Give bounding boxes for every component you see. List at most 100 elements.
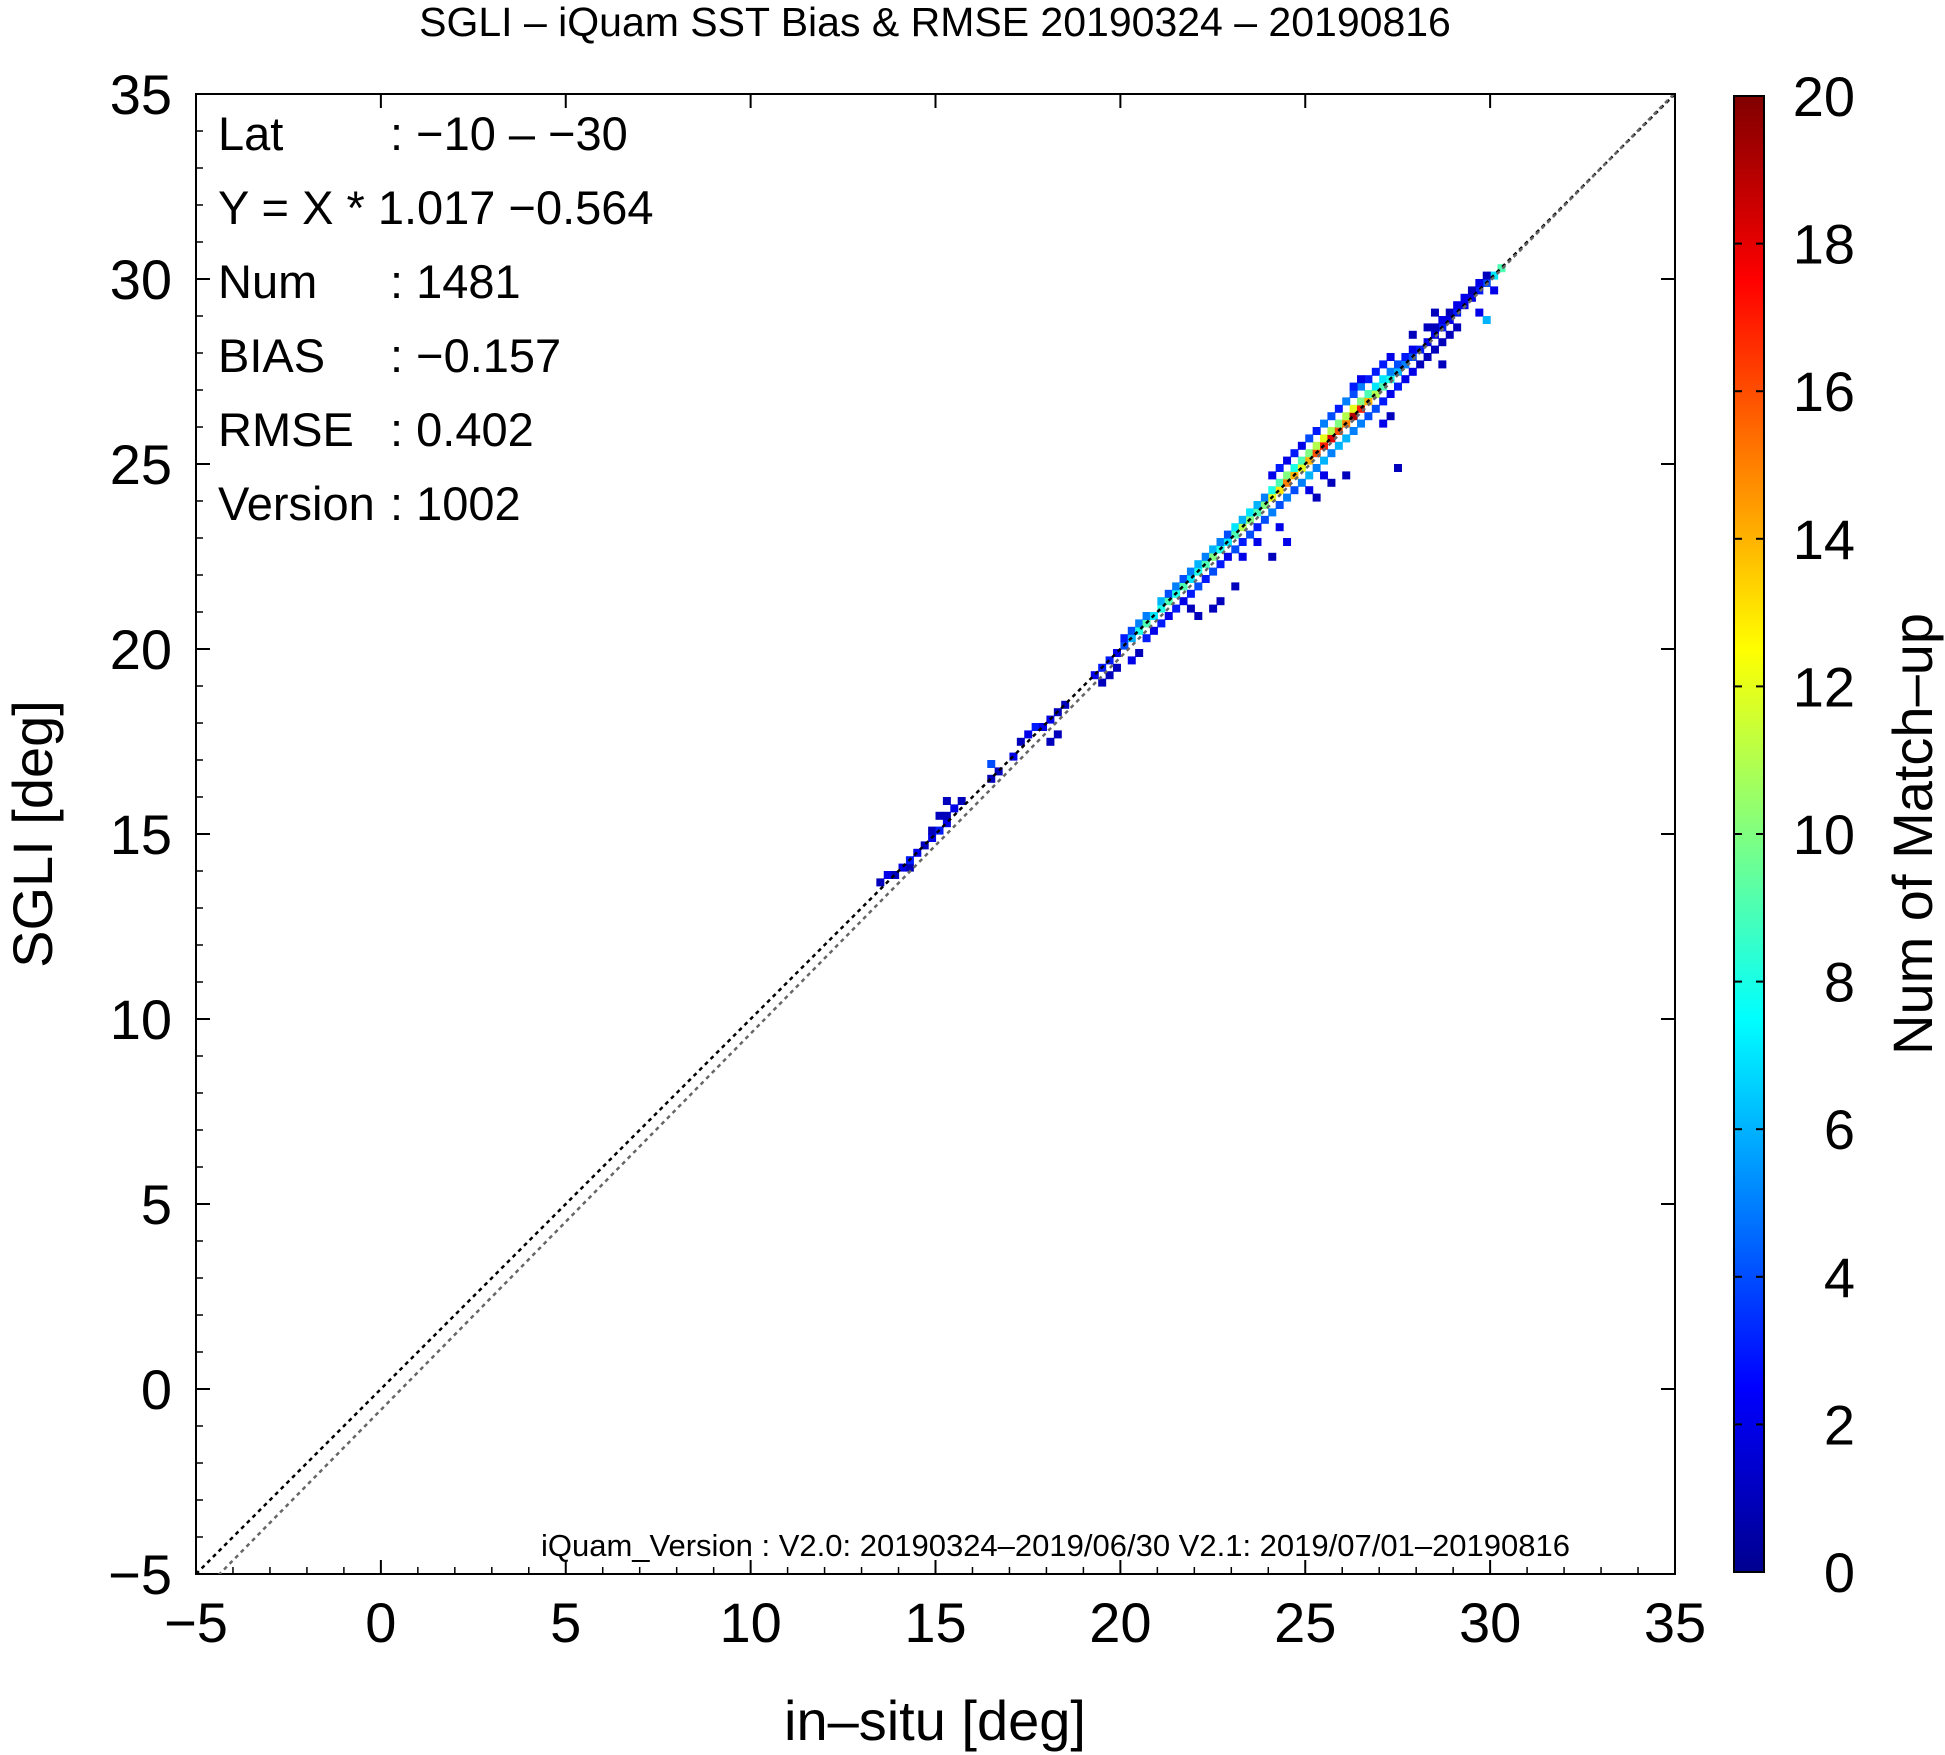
heatmap-cell-153 <box>1349 404 1358 413</box>
heatmap-cell-91 <box>1253 508 1262 517</box>
heatmap-cell-15 <box>942 797 951 805</box>
chart-title: SGLI – iQuam SST Bias & RMSE 20190324 – … <box>419 0 1451 45</box>
heatmap-cell-64 <box>1127 656 1136 665</box>
heatmap-cell-207 <box>1453 301 1462 310</box>
heatmap-cell-171 <box>1349 382 1358 391</box>
heatmap-cell-158 <box>1371 390 1380 398</box>
heatmap-cell-59 <box>1164 612 1173 620</box>
heatmap-cell-85 <box>1231 530 1240 539</box>
heatmap-cell-108 <box>1275 478 1284 487</box>
heatmap-cell-67 <box>1201 560 1210 569</box>
heatmap-cell-77 <box>1209 567 1218 576</box>
x-tick-label: 10 <box>719 1591 781 1654</box>
heatmap-cell-147 <box>1327 478 1336 487</box>
heatmap-cell-216 <box>1482 316 1491 324</box>
colorbar-tick-label: 16 <box>1793 360 1855 423</box>
heatmap-cell-215 <box>1475 308 1484 317</box>
heatmap-cell-1 <box>883 871 892 879</box>
heatmap-cell-184 <box>1408 345 1417 354</box>
heatmap-cell-189 <box>1408 367 1417 376</box>
heatmap-cell-128 <box>1312 441 1321 450</box>
heatmap-cell-0 <box>876 878 885 887</box>
heatmap-cell-84 <box>1231 582 1240 591</box>
colorbar-tick-label: 18 <box>1793 213 1855 276</box>
heatmap-cell-32 <box>1105 656 1114 665</box>
heatmap-cell-119 <box>1297 478 1306 487</box>
heatmap-cell-12 <box>942 811 951 820</box>
heatmap-cell-200 <box>1438 316 1447 324</box>
heatmap-cell-220 <box>1482 271 1491 280</box>
heatmap-cell-11 <box>942 819 951 828</box>
heatmap-cell-115 <box>1268 508 1277 517</box>
heatmap-cell-48 <box>1157 619 1166 628</box>
colorbar-tick-label: 8 <box>1824 951 1855 1014</box>
heatmap-cell-42 <box>1135 619 1144 628</box>
heatmap-cell-28 <box>1046 737 1055 746</box>
heatmap-cell-112 <box>1290 464 1299 472</box>
heatmap-cell-208 <box>1460 293 1469 302</box>
heatmap-cell-18 <box>994 767 1003 776</box>
heatmap-cell-178 <box>1386 367 1395 376</box>
info-key-3: BIAS <box>218 329 325 382</box>
heatmap-cell-152 <box>1349 412 1358 421</box>
heatmap-cell-210 <box>1475 279 1484 287</box>
heatmap-cell-80 <box>1186 604 1195 613</box>
x-axis: −5 0 5 10 15 20 25 30 35 <box>164 94 1706 1654</box>
heatmap-cell-175 <box>1379 382 1388 391</box>
heatmap-cell-213 <box>1445 330 1454 339</box>
iquam-version-footnote: iQuam_Version : V2.0: 20190324–2019/06/3… <box>541 1528 1570 1563</box>
heatmap-cell-123 <box>1290 449 1299 458</box>
heatmap-cell-117 <box>1283 493 1292 502</box>
heatmap-cell-161 <box>1349 427 1358 435</box>
heatmap-cell-202 <box>1453 308 1462 317</box>
heatmap-cell-41 <box>1135 626 1144 635</box>
heatmap-cell-151 <box>1342 412 1351 421</box>
heatmap-cell-134 <box>1334 419 1343 428</box>
heatmap-cell-100 <box>1238 552 1247 561</box>
heatmap-cell-4 <box>905 863 914 872</box>
heatmap-cell-188 <box>1401 375 1410 384</box>
heatmap-cell-19 <box>1009 752 1018 761</box>
y-tick-label: −5 <box>108 1543 172 1606</box>
heatmap-cell-52 <box>1164 589 1173 598</box>
info-value-3: : −0.157 <box>390 329 561 382</box>
info-key-4: RMSE <box>218 403 354 456</box>
heatmap-cell-92 <box>1253 501 1262 509</box>
y-tick-label: 30 <box>110 248 172 311</box>
heatmap-cell-137 <box>1320 456 1329 465</box>
heatmap-cell-79 <box>1223 552 1232 561</box>
heatmap-cell-109 <box>1283 478 1292 487</box>
info-value-4: : 0.402 <box>390 403 534 456</box>
colorbar-tick-label: 4 <box>1824 1246 1855 1309</box>
info-key-0: Lat <box>218 107 283 160</box>
heatmap-cell-149 <box>1342 471 1351 480</box>
heatmap-cell-138 <box>1327 449 1336 458</box>
heatmap-cell-173 <box>1386 412 1395 421</box>
heatmap-cell-22 <box>1031 723 1040 731</box>
heatmap-cell-169 <box>1371 367 1380 376</box>
x-axis-title: in–situ [deg] <box>784 1689 1086 1752</box>
y-axis-title: SGLI [deg] <box>1 700 64 968</box>
heatmap-cell-27 <box>1053 730 1062 739</box>
heatmap-cell-163 <box>1364 412 1373 421</box>
x-tick-label: 5 <box>550 1591 581 1654</box>
heatmap-cell-204 <box>1467 293 1476 302</box>
heatmap-cell-74 <box>1223 530 1232 539</box>
heatmap-cell-99 <box>1260 515 1269 524</box>
heatmap-cell-223 <box>1423 323 1432 332</box>
heatmap-cell-145 <box>1305 486 1314 495</box>
heatmap-cell-130 <box>1320 434 1329 443</box>
heatmap-cell-97 <box>1246 530 1255 539</box>
heatmap-cell-139 <box>1334 441 1343 450</box>
colorbar-tick-label: 6 <box>1824 1098 1855 1161</box>
heatmap-cell-193 <box>1423 353 1432 361</box>
heatmap-cell-21 <box>1024 730 1033 739</box>
heatmap-cell-35 <box>1112 663 1121 672</box>
heatmap-cell-66 <box>1194 560 1203 569</box>
heatmap-cell-146 <box>1320 471 1329 480</box>
heatmap-cell-143 <box>1327 412 1336 421</box>
x-tick-label: 15 <box>904 1591 966 1654</box>
heatmap-cell-104 <box>1275 523 1284 532</box>
heatmap-cell-30 <box>1090 671 1099 680</box>
